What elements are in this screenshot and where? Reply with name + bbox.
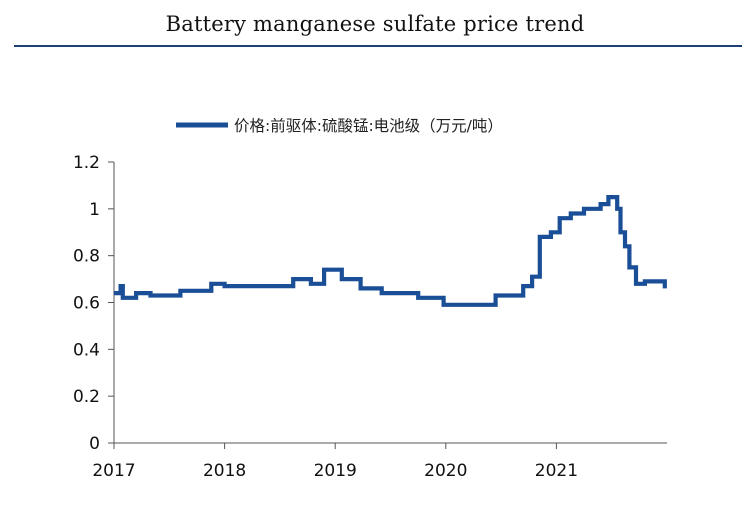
y-tick-label: 0.6 bbox=[73, 294, 100, 314]
x-tick-label: 2018 bbox=[203, 461, 246, 481]
x-tick-label: 2019 bbox=[314, 461, 357, 481]
y-tick-label: 1.2 bbox=[73, 153, 100, 173]
x-tick-label: 2017 bbox=[92, 461, 135, 481]
series-line-0 bbox=[114, 195, 667, 307]
title-divider bbox=[14, 45, 742, 47]
y-tick-label: 1 bbox=[89, 200, 100, 220]
y-tick-label: 0.8 bbox=[73, 247, 100, 267]
x-tick-label: 2020 bbox=[424, 461, 467, 481]
legend-label: 价格:前驱体:硫酸锰:电池级（万元/吨） bbox=[234, 117, 503, 135]
chart-title: Battery manganese sulfate price trend bbox=[165, 12, 585, 36]
x-tick-label: 2021 bbox=[535, 461, 578, 481]
y-tick-label: 0.2 bbox=[73, 387, 100, 407]
y-tick-label: 0 bbox=[89, 434, 100, 454]
y-tick-label: 0.4 bbox=[73, 340, 100, 360]
